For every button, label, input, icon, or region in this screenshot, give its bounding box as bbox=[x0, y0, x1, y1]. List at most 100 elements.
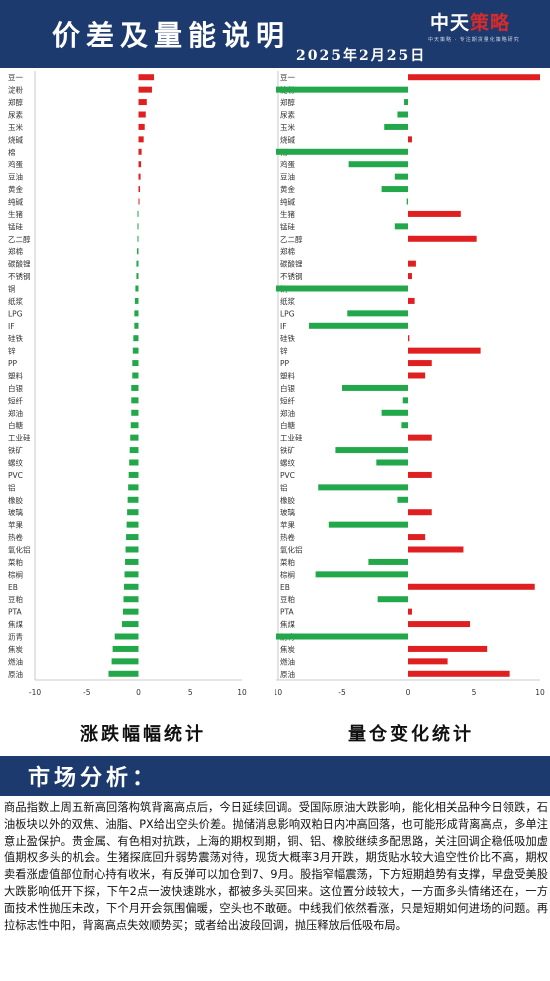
category-label: 碳酸锂 bbox=[8, 259, 31, 269]
bar-焦煤 bbox=[121, 621, 139, 628]
category-label: 豆油 bbox=[8, 172, 23, 182]
category-label: 白糖 bbox=[280, 420, 295, 430]
x-tick-label: -10 bbox=[275, 688, 282, 697]
bar-氧化铝 bbox=[408, 546, 464, 553]
category-label: 黄金 bbox=[8, 184, 23, 194]
category-label: 淀粉 bbox=[8, 85, 23, 95]
category-label: 短纤 bbox=[8, 395, 23, 405]
bar-鸡蛋 bbox=[138, 161, 142, 168]
header-banner bbox=[0, 0, 550, 68]
bar-尿素 bbox=[397, 111, 408, 118]
category-label: 鸡蛋 bbox=[8, 159, 23, 169]
category-label: 豆一 bbox=[8, 73, 23, 82]
category-label: 郑棉 bbox=[8, 246, 23, 256]
bar-锰硅 bbox=[137, 223, 139, 230]
category-label: 工业硅 bbox=[280, 433, 303, 443]
category-label: 豆油 bbox=[280, 172, 295, 182]
bar-塑料 bbox=[408, 372, 426, 379]
bar-热卷 bbox=[126, 534, 139, 541]
category-label: 焦煤 bbox=[8, 619, 23, 629]
category-label: 铁矿 bbox=[280, 445, 295, 455]
bar-EB bbox=[408, 583, 535, 590]
category-label: 焦煤 bbox=[280, 619, 295, 629]
bar-氧化铝 bbox=[125, 546, 139, 553]
category-label: 硅铁 bbox=[280, 333, 295, 343]
bar-白糖 bbox=[401, 422, 408, 429]
category-label: 生猪 bbox=[8, 209, 23, 219]
x-tick-label: -10 bbox=[29, 688, 41, 697]
category-label: 玉米 bbox=[8, 122, 23, 132]
category-label: 不锈钢 bbox=[8, 271, 31, 281]
bar-燃油 bbox=[408, 658, 448, 665]
category-label: 郑油 bbox=[8, 408, 23, 418]
bar-玻璃 bbox=[408, 509, 432, 516]
category-label: PVC bbox=[280, 471, 295, 480]
category-label: 郑醇 bbox=[280, 97, 295, 107]
category-label: 白银 bbox=[280, 383, 295, 393]
category-label: 硅铁 bbox=[8, 333, 23, 343]
x-tick-label: 0 bbox=[406, 688, 411, 697]
bar-纯碱 bbox=[406, 198, 408, 205]
bar-碳酸锂 bbox=[136, 260, 139, 267]
category-label: 乙二醇 bbox=[280, 234, 303, 244]
bar-PVC bbox=[408, 471, 432, 478]
category-label: 鸡蛋 bbox=[280, 159, 295, 169]
category-label: PTA bbox=[8, 608, 23, 617]
category-label: 白糖 bbox=[8, 420, 23, 430]
x-tick-label: 10 bbox=[237, 688, 247, 697]
category-label: 苹果 bbox=[280, 520, 295, 530]
category-label: 棉 bbox=[8, 147, 16, 157]
category-label: 原油 bbox=[8, 669, 23, 679]
bar-豆一 bbox=[138, 74, 155, 81]
category-label: 纯碱 bbox=[8, 197, 23, 207]
bar-乙二醇 bbox=[137, 235, 139, 242]
bar-不锈钢 bbox=[136, 273, 139, 280]
category-label: 菜粕 bbox=[280, 557, 295, 567]
bar-铁矿 bbox=[129, 447, 139, 454]
market-analysis-title: 市场分析： bbox=[28, 765, 159, 791]
category-label: 燃油 bbox=[280, 656, 295, 666]
category-label: 白银 bbox=[8, 383, 23, 393]
bar-工业硅 bbox=[408, 434, 432, 441]
bar-PP bbox=[408, 360, 432, 367]
category-label: 烧碱 bbox=[8, 134, 23, 144]
bar-LPG bbox=[134, 310, 139, 317]
category-label: 纯碱 bbox=[280, 197, 295, 207]
bar-塑料 bbox=[132, 372, 139, 379]
x-tick-label: -5 bbox=[83, 688, 91, 697]
bar-PTA bbox=[408, 608, 412, 615]
bar-苹果 bbox=[126, 521, 139, 528]
bar-沥青 bbox=[114, 633, 139, 640]
logo-accent-text: 策略 bbox=[470, 12, 511, 34]
category-label: 生猪 bbox=[280, 209, 295, 219]
bar-烧碱 bbox=[138, 136, 144, 143]
bar-黄金 bbox=[138, 186, 141, 193]
bar-短纤 bbox=[131, 397, 139, 404]
bar-豆粕 bbox=[377, 596, 408, 603]
bar-鸡蛋 bbox=[348, 161, 408, 168]
category-label: 铝 bbox=[8, 482, 16, 492]
category-label: 铁矿 bbox=[8, 445, 23, 455]
bar-焦炭 bbox=[112, 645, 139, 652]
bar-硅铁 bbox=[408, 335, 410, 342]
category-label: EB bbox=[8, 583, 18, 592]
bar-铝 bbox=[128, 484, 139, 491]
category-label: 螺纹 bbox=[280, 458, 295, 468]
bar-白银 bbox=[342, 384, 408, 391]
bar-焦煤 bbox=[408, 621, 471, 628]
volume-oi-chart: 豆一淀粉郑醇尿素玉米烧碱棉鸡蛋豆油黄金纯碱生猪锰硅乙二醇郑棉碳酸锂不锈钢铜纸浆L… bbox=[275, 71, 545, 697]
bar-PP bbox=[132, 360, 139, 367]
category-label: 橡胶 bbox=[280, 495, 295, 505]
category-label: 原油 bbox=[280, 669, 295, 679]
category-label: 短纤 bbox=[280, 395, 295, 405]
category-label: 锰硅 bbox=[280, 221, 295, 231]
brand-logo: 中天策略 bbox=[430, 8, 510, 35]
bar-纸浆 bbox=[408, 297, 415, 304]
category-label: 尿素 bbox=[8, 110, 23, 120]
bar-PTA bbox=[122, 608, 139, 615]
bar-郑棉 bbox=[136, 248, 139, 255]
bar-棉 bbox=[276, 148, 408, 155]
x-tick-label: 10 bbox=[535, 688, 545, 697]
logo-subtitle: 中天策略 · 专注期货量化策略研究 bbox=[428, 37, 520, 43]
category-label: 玉米 bbox=[280, 122, 295, 132]
